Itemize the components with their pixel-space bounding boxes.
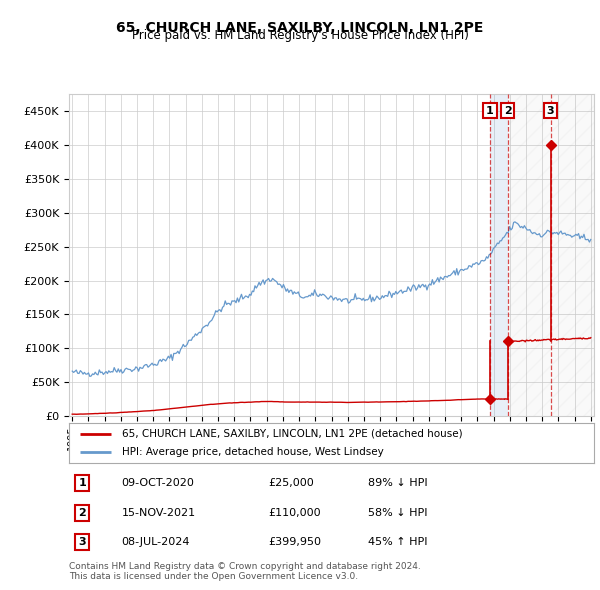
Text: 89% ↓ HPI: 89% ↓ HPI — [368, 478, 428, 488]
Bar — [490, 94, 508, 416]
Text: 09-OCT-2020: 09-OCT-2020 — [121, 478, 194, 488]
Text: Contains HM Land Registry data © Crown copyright and database right 2024.: Contains HM Land Registry data © Crown c… — [69, 562, 421, 571]
Bar — [508, 94, 600, 416]
Text: Price paid vs. HM Land Registry's House Price Index (HPI): Price paid vs. HM Land Registry's House … — [131, 30, 469, 42]
Text: 65, CHURCH LANE, SAXILBY, LINCOLN, LN1 2PE: 65, CHURCH LANE, SAXILBY, LINCOLN, LN1 2… — [116, 21, 484, 35]
Text: 15-NOV-2021: 15-NOV-2021 — [121, 508, 196, 517]
Text: 65, CHURCH LANE, SAXILBY, LINCOLN, LN1 2PE (detached house): 65, CHURCH LANE, SAXILBY, LINCOLN, LN1 2… — [121, 429, 462, 439]
Text: 3: 3 — [79, 537, 86, 548]
Text: 3: 3 — [547, 106, 554, 116]
Text: 1: 1 — [486, 106, 494, 116]
Text: HPI: Average price, detached house, West Lindsey: HPI: Average price, detached house, West… — [121, 447, 383, 457]
Text: £110,000: £110,000 — [269, 508, 321, 517]
Text: This data is licensed under the Open Government Licence v3.0.: This data is licensed under the Open Gov… — [69, 572, 358, 581]
Text: 2: 2 — [504, 106, 512, 116]
Text: 58% ↓ HPI: 58% ↓ HPI — [368, 508, 428, 517]
Text: 08-JUL-2024: 08-JUL-2024 — [121, 537, 190, 548]
Text: 2: 2 — [78, 508, 86, 517]
Text: £399,950: £399,950 — [269, 537, 322, 548]
Text: £25,000: £25,000 — [269, 478, 314, 488]
Text: 45% ↑ HPI: 45% ↑ HPI — [368, 537, 428, 548]
Text: 1: 1 — [78, 478, 86, 488]
